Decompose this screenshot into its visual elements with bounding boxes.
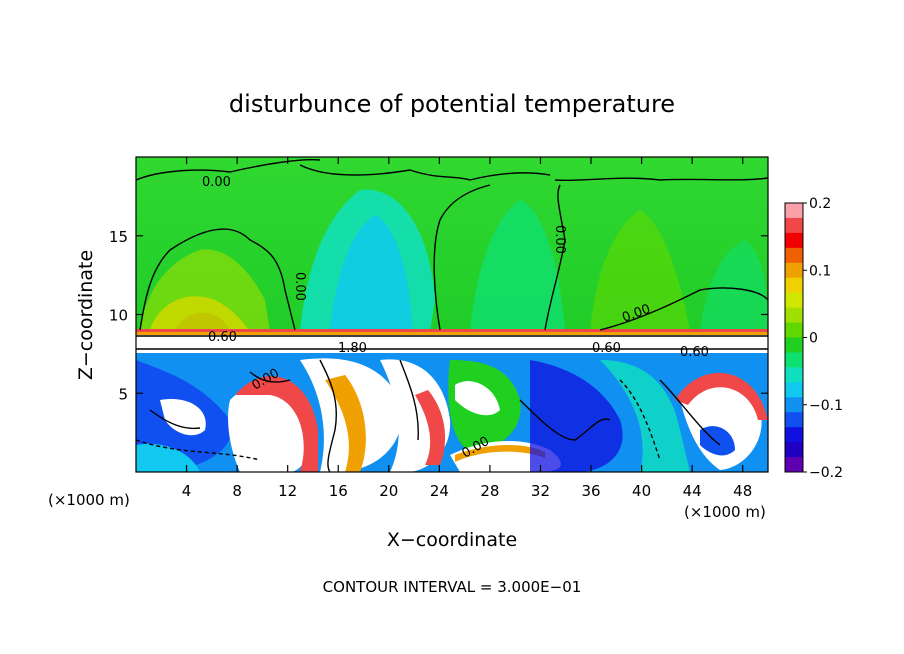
- colorbar-tick-label: −0.2: [809, 465, 843, 481]
- contour-zero-upper: [136, 158, 321, 331]
- y-tick-label: 5: [118, 385, 128, 403]
- contour-zero-mid: [299, 164, 551, 331]
- x-tick-label: 16: [329, 482, 348, 500]
- eddy-8: [600, 360, 690, 472]
- x-tick-label: 8: [232, 482, 242, 500]
- cool-anomaly-core: [330, 215, 412, 330]
- x-tick-label: 48: [733, 482, 752, 500]
- contour-label: 0.60: [208, 330, 237, 345]
- colorbar-swatch: [785, 397, 803, 413]
- chart-title: disturbunce of potential temperature: [229, 90, 675, 118]
- colorbar-swatch: [785, 322, 803, 338]
- inversion-band-red: [136, 329, 768, 332]
- contour-interval-note: CONTOUR INTERVAL = 3.000E−01: [323, 578, 582, 596]
- colorbar-swatch: [785, 457, 803, 473]
- colorbar-tick-label: −0.1: [809, 398, 843, 414]
- colorbar-swatch: [785, 442, 803, 458]
- colorbar: 0.2 0.1 0 −0.1 −0.2: [784, 196, 843, 481]
- eddy-2-ring: [235, 376, 318, 472]
- colorbar-swatch: [785, 337, 803, 353]
- plot-area: [136, 157, 768, 472]
- y-axis-label: Z−coordinate: [75, 250, 97, 380]
- colorbar-swatch: [785, 427, 803, 443]
- eddy-12: [136, 443, 200, 472]
- x-tick-label: 36: [581, 482, 600, 500]
- x-tick-label: 4: [182, 482, 192, 500]
- contour-lower-1: [249, 359, 419, 472]
- eddy-10: [700, 426, 735, 456]
- contour-label: 0.60: [592, 341, 621, 356]
- y-axis: 5 10 15: [109, 228, 768, 403]
- eddy-11: [160, 399, 206, 436]
- colorbar-swatch: [785, 277, 803, 294]
- lightgreen-patch: [140, 249, 270, 332]
- inversion-band-orange: [136, 332, 768, 335]
- contour-label: 1.80: [338, 341, 367, 356]
- x-tick-label: 28: [480, 482, 499, 500]
- colorbar-swatch: [785, 307, 803, 324]
- colorbar-swatch: [785, 203, 803, 219]
- contour-label: 0.60: [680, 345, 709, 360]
- contour-lines: [136, 158, 768, 472]
- lightgreen-patch-right: [590, 210, 690, 330]
- colorbar-swatch: [785, 352, 803, 368]
- contour-zero-right: [544, 177, 768, 331]
- colorbar-swatch: [785, 292, 803, 309]
- contour-lower-dashed: [136, 379, 661, 461]
- eddy-7: [530, 360, 623, 472]
- contour-labels: 0.00 0.00 0.00 0.00 0.00 0.60 0.60 0.60 …: [202, 175, 709, 461]
- colorbar-swatch: [785, 232, 803, 249]
- eddy-4-ring: [415, 390, 446, 465]
- x-unit-right: (×1000 m): [684, 503, 766, 521]
- eddy-3-ring: [325, 375, 366, 472]
- y-tick-label: 10: [109, 307, 128, 325]
- eddy-9-ring: [675, 372, 768, 420]
- y-tick-label: 15: [109, 228, 128, 246]
- x-tick-label: 32: [531, 482, 550, 500]
- contour-label: 0.00: [552, 225, 567, 254]
- x-unit-left: (×1000 m): [48, 491, 130, 509]
- cool-patch-right: [470, 200, 565, 330]
- colorbar-swatch: [785, 412, 803, 428]
- x-tick-label: 44: [683, 482, 702, 500]
- contour-label: 0.00: [292, 272, 307, 301]
- eddy-9-white: [680, 380, 762, 470]
- colorbar-swatch: [785, 382, 803, 398]
- x-tick-label: 40: [632, 482, 651, 500]
- x-axis: 4 8 12 16 20 24 28 32 36 40 44 48: [182, 157, 752, 500]
- colorbar-swatch: [785, 262, 803, 279]
- colorbar-tick-label: 0: [809, 331, 818, 347]
- x-axis-label: X−coordinate: [387, 529, 517, 551]
- colorbar-tick-label: 0.2: [809, 196, 831, 212]
- cool-patch-far-right: [700, 240, 768, 330]
- x-tick-label: 20: [379, 482, 398, 500]
- contour-label: 0.00: [202, 175, 231, 190]
- contour-lower-2: [149, 379, 721, 446]
- colorbar-swatch: [785, 367, 803, 383]
- eddy-6-edge: [455, 444, 545, 462]
- colorbar-tick-label: 0.1: [809, 263, 831, 279]
- colorbar-swatch: [785, 217, 803, 234]
- colorbar-swatch: [785, 247, 803, 264]
- x-tick-label: 24: [430, 482, 449, 500]
- eddy-5-white: [455, 381, 500, 416]
- x-tick-label: 12: [278, 482, 297, 500]
